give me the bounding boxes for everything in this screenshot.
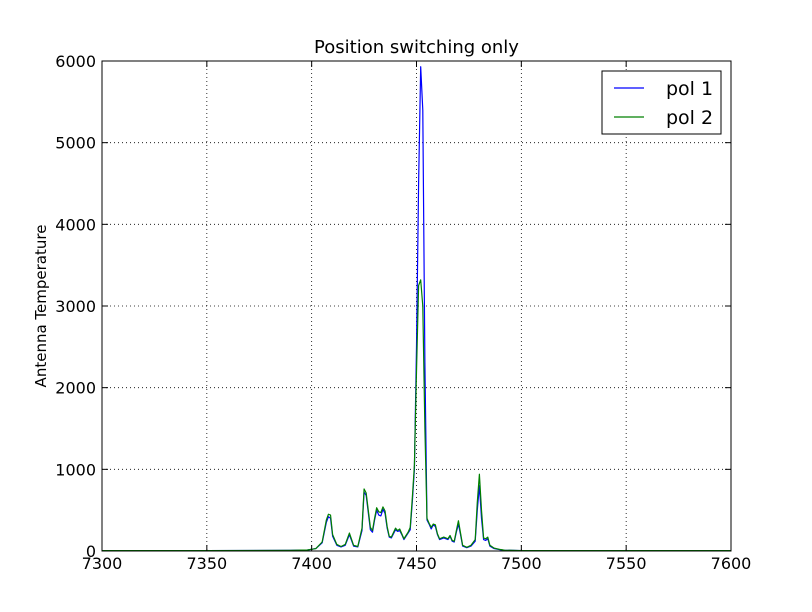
legend: pol 1 pol 2 — [601, 70, 722, 135]
y-tick-label: 0 — [86, 542, 96, 561]
x-tick-label: 7400 — [291, 554, 332, 573]
legend-label: pol 2 — [666, 107, 713, 129]
x-tick-label: 7550 — [606, 554, 647, 573]
x-tick-label: 7300 — [82, 554, 123, 573]
legend-box — [601, 70, 722, 135]
series-line-pol-2 — [102, 279, 731, 552]
series-lines — [102, 66, 731, 552]
y-axis-label: Antenna Temperature — [32, 225, 50, 388]
x-tick-label: 7350 — [186, 554, 227, 573]
legend-label: pol 1 — [666, 78, 713, 100]
y-tick-label: 2000 — [55, 379, 96, 398]
y-tick-label: 6000 — [55, 52, 96, 71]
y-tick-label: 4000 — [55, 215, 96, 234]
y-tick-label: 5000 — [55, 134, 96, 153]
axis-ticks: 7300 7350 7400 7450 7500 7550 7600 0 1000 2000 300… — [55, 52, 751, 573]
y-tick-label: 3000 — [55, 297, 96, 316]
x-tick-label: 7600 — [711, 554, 752, 573]
x-tick-label: 7500 — [501, 554, 542, 573]
x-tick-label: 7450 — [396, 554, 437, 573]
y-tick-label: 1000 — [55, 460, 96, 479]
chart-title: Position switching only — [314, 37, 519, 58]
